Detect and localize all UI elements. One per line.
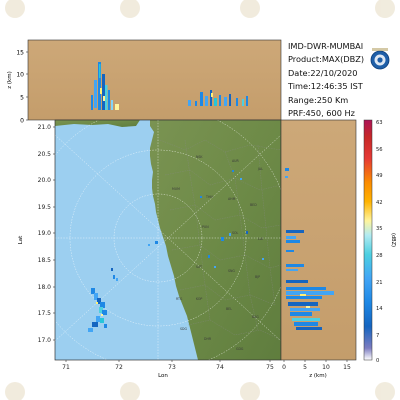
- colorbar-tick-label: 35: [376, 226, 383, 232]
- scan-range: Range:250 Km: [288, 94, 349, 105]
- product-name: Product:MAX(DBZ): [288, 54, 365, 65]
- side-tick-label: 5: [303, 364, 307, 371]
- lon-tick-label: 73: [168, 364, 176, 371]
- svg-text:BAG: BAG: [252, 315, 259, 319]
- colorbar: 63 56 49 42 35 28 21 14 7 0 (dBZ): [363, 119, 396, 364]
- lat-tick-label: 20.5: [38, 151, 52, 158]
- svg-text:RTG: RTG: [176, 297, 183, 301]
- product-info-block: IMD-DWR-MUMBAI Product:MAX(DBZ) Date:22/…: [288, 40, 368, 120]
- colorbar-tick-label: 0: [376, 358, 379, 364]
- lat-tick-label: 21.0: [38, 124, 52, 131]
- range-rings: [55, 120, 281, 360]
- side-tick-label: 15: [343, 364, 351, 371]
- svg-text:PUN: PUN: [202, 225, 209, 229]
- svg-text:SDG: SDG: [180, 327, 187, 331]
- svg-text:NSK: NSK: [196, 155, 203, 159]
- lat-tick-label: 20.0: [38, 177, 52, 184]
- svg-text:AHM: AHM: [228, 197, 236, 201]
- colorbar-tick-label: 14: [376, 306, 383, 312]
- scan-prf: PRF:450, 600 Hz: [288, 108, 355, 119]
- lon-tick-label: 75: [266, 364, 274, 371]
- colorbar-unit-label: (dBZ): [390, 233, 396, 247]
- svg-text:SNG: SNG: [228, 269, 235, 273]
- colorbar-tick-label: 21: [376, 280, 383, 286]
- svg-text:BED: BED: [250, 203, 257, 207]
- lat-tick-label: 18.0: [38, 284, 52, 291]
- colorbar-tick-label: 28: [376, 253, 383, 259]
- svg-text:BEL: BEL: [226, 307, 232, 311]
- watermark-emblem-icon: [5, 0, 395, 400]
- top-tick-label: 15: [16, 50, 24, 57]
- side-section-panel: 0 5 10 15 z (km): [280, 119, 357, 379]
- lat-tick-label: 19.0: [38, 230, 52, 237]
- lat-tick-label: 17.5: [38, 310, 52, 317]
- scan-date: Date:22/10/2020: [288, 67, 358, 78]
- svg-text:DHR: DHR: [204, 337, 212, 341]
- lon-axis-label: Lon: [158, 373, 168, 379]
- colorbar-tick-label: 42: [376, 200, 383, 206]
- lon-tick-label: 72: [115, 364, 123, 371]
- svg-text:SOL: SOL: [232, 231, 239, 235]
- imd-emblem-icon: [370, 48, 390, 70]
- top-axis-label: z (km): [7, 71, 13, 88]
- lat-axis-label: Lat: [18, 235, 24, 244]
- top-tick-label: 10: [16, 72, 24, 79]
- side-axis-label: z (km): [309, 373, 326, 379]
- colorbar-tick-label: 49: [376, 173, 383, 179]
- top-echo-columns: [91, 62, 248, 110]
- colorbar-tick-label: 63: [376, 120, 383, 126]
- colorbar-tick-label: 56: [376, 147, 383, 153]
- side-tick-label: 0: [282, 364, 286, 371]
- scan-time: Time:12:46:35 IST: [288, 81, 363, 92]
- map-echoes: [88, 170, 264, 332]
- svg-text:GDG: GDG: [236, 347, 244, 351]
- svg-text:KOP: KOP: [196, 297, 202, 301]
- top-section-panel: 15 10 5 0 z (km): [7, 39, 282, 125]
- svg-text:BJP: BJP: [255, 275, 260, 279]
- svg-text:AUR: AUR: [232, 159, 240, 163]
- lon-tick-label: 74: [216, 364, 224, 371]
- land-area-north: [55, 120, 140, 127]
- lat-tick-label: 18.5: [38, 257, 52, 264]
- lat-tick-label: 17.0: [38, 337, 52, 344]
- top-tick-label: 5: [20, 95, 24, 102]
- svg-text:JAL: JAL: [257, 167, 263, 171]
- svg-text:MUM: MUM: [172, 187, 180, 191]
- lat-tick-label: 19.5: [38, 204, 52, 211]
- side-tick-label: 10: [322, 364, 330, 371]
- svg-text:THN: THN: [205, 195, 213, 199]
- side-echo-bands: [285, 168, 334, 330]
- top-tick-label: 0: [20, 118, 24, 125]
- station-name: IMD-DWR-MUMBAI: [288, 41, 364, 51]
- land-area: [150, 120, 281, 360]
- lon-tick-label: 71: [62, 364, 70, 371]
- colorbar-tick-label: 7: [376, 333, 379, 339]
- svg-text:SAT: SAT: [196, 265, 202, 269]
- svg-text:LAT: LAT: [258, 237, 264, 241]
